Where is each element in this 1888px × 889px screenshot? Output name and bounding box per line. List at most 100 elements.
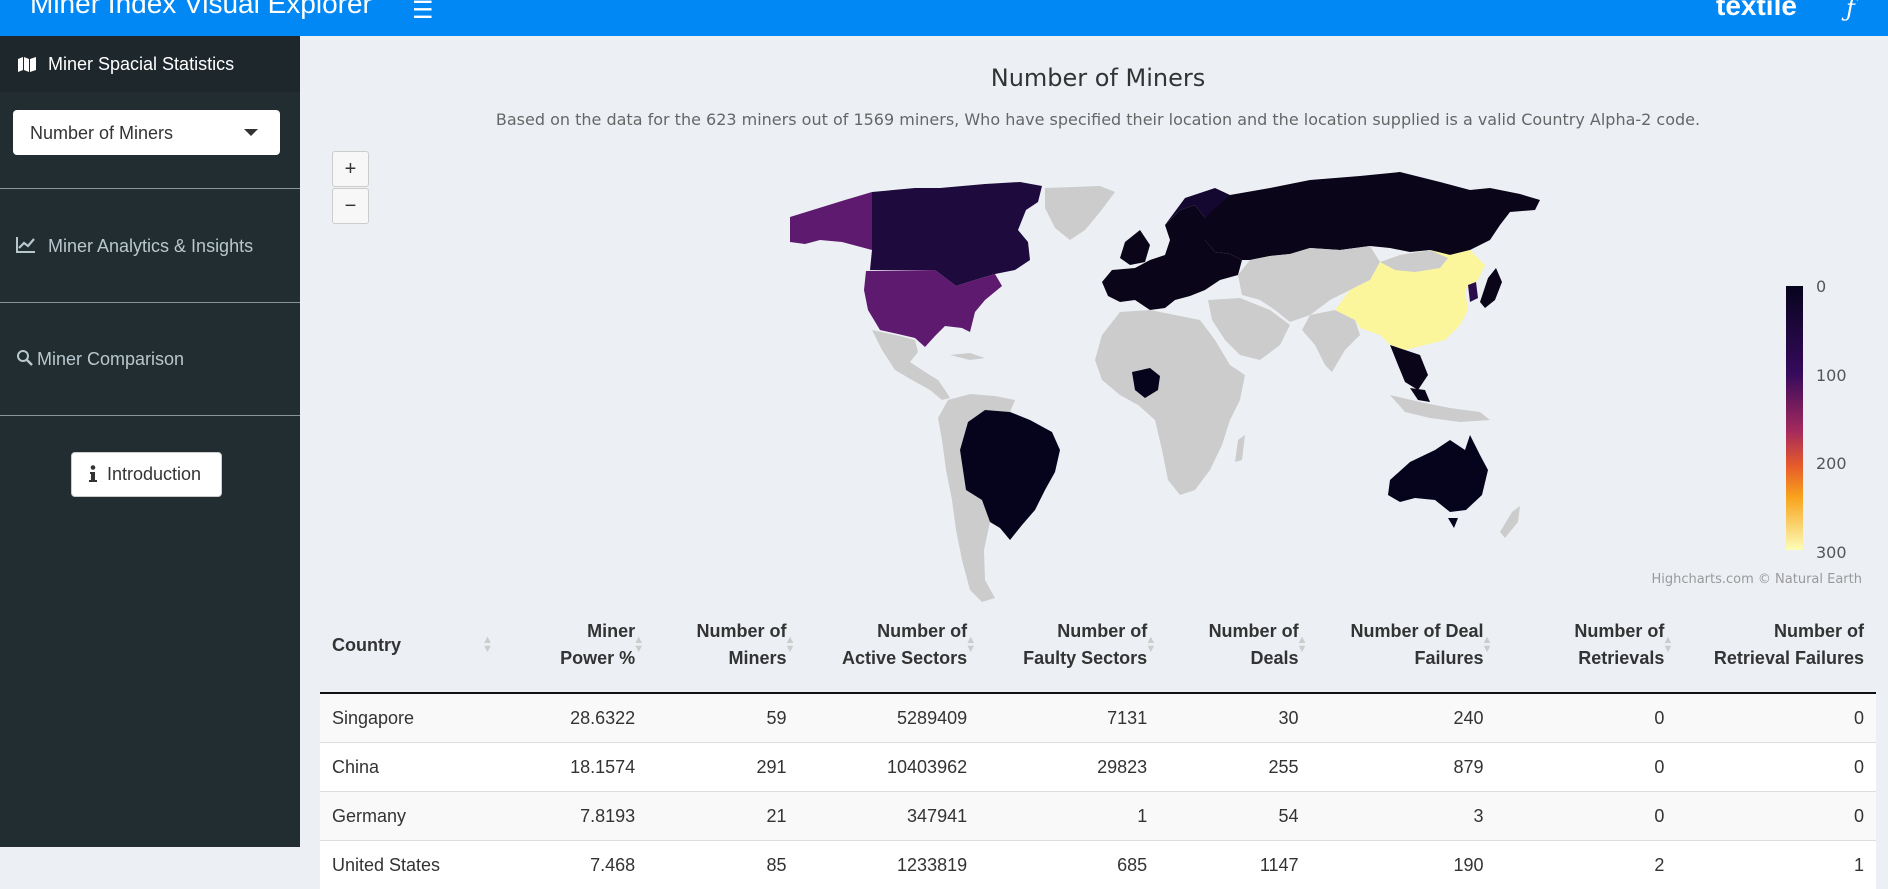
legend-tick: 300 bbox=[1816, 543, 1847, 562]
cell-deals: 255 bbox=[1159, 743, 1310, 792]
color-legend-bar bbox=[1786, 286, 1803, 550]
sort-icon: ▲▼ bbox=[1145, 636, 1156, 654]
table-row[interactable]: Germany 7.8193 21 347941 1 54 3 0 0 bbox=[320, 792, 1876, 841]
map-country-indonesia bbox=[1390, 395, 1490, 422]
cell-deals: 54 bbox=[1159, 792, 1310, 841]
cell-miners: 291 bbox=[647, 743, 798, 792]
cell-retrievals: 0 bbox=[1495, 792, 1676, 841]
cell-retrieval-failures: 0 bbox=[1676, 693, 1876, 743]
sidebar-divider bbox=[0, 415, 300, 416]
sidebar: Miner Spacial Statistics Number of Miner… bbox=[0, 36, 300, 847]
map-country-korea bbox=[1468, 282, 1478, 302]
map-country-southeast-asia bbox=[1390, 345, 1428, 390]
cell-miners: 85 bbox=[647, 841, 798, 889]
introduction-button-label: Introduction bbox=[107, 464, 201, 485]
cell-retrievals: 0 bbox=[1495, 743, 1676, 792]
cell-power: 18.1574 bbox=[496, 743, 647, 792]
map-country-australia bbox=[1388, 435, 1488, 512]
cell-retrieval-failures: 0 bbox=[1676, 743, 1876, 792]
cell-active-sectors: 347941 bbox=[799, 792, 980, 841]
info-icon bbox=[88, 465, 98, 488]
cell-active-sectors: 5289409 bbox=[799, 693, 980, 743]
world-map[interactable] bbox=[590, 150, 1790, 610]
sort-icon: ▲▼ bbox=[1297, 636, 1308, 654]
sort-icon: ▲▼ bbox=[633, 636, 644, 654]
chart-title: Number of Miners bbox=[300, 64, 1888, 92]
cell-faulty-sectors: 7131 bbox=[979, 693, 1159, 743]
cell-deal-failures: 240 bbox=[1311, 693, 1496, 743]
cell-active-sectors: 1233819 bbox=[799, 841, 980, 889]
column-header-country[interactable]: Country▲▼ bbox=[320, 598, 496, 693]
cell-power: 7.8193 bbox=[496, 792, 647, 841]
map-country-tasmania bbox=[1448, 518, 1458, 528]
cell-country: Germany bbox=[320, 792, 496, 841]
map-country-caribbean bbox=[950, 353, 985, 360]
sidebar-item-miner-spacial-statistics[interactable]: Miner Spacial Statistics bbox=[0, 36, 300, 92]
map-country-canada bbox=[870, 182, 1042, 286]
chevron-down-icon bbox=[244, 129, 258, 136]
cell-retrieval-failures: 1 bbox=[1676, 841, 1876, 889]
cell-retrievals: 2 bbox=[1495, 841, 1676, 889]
table-row[interactable]: United States 7.468 85 1233819 685 1147 … bbox=[320, 841, 1876, 889]
app-title: Miner Index Visual Explorer bbox=[30, 0, 372, 20]
cell-retrievals: 0 bbox=[1495, 693, 1676, 743]
sidebar-item-analytics[interactable]: Miner Analytics & Insights bbox=[0, 226, 300, 266]
zoom-in-button[interactable]: + bbox=[332, 151, 369, 187]
map-country-western-europe bbox=[1120, 230, 1150, 265]
cell-active-sectors: 10403962 bbox=[799, 743, 980, 792]
map-country-new-zealand bbox=[1500, 506, 1520, 538]
map-country-russia bbox=[1205, 172, 1540, 260]
cell-country: United States bbox=[320, 841, 496, 889]
introduction-button[interactable]: Introduction bbox=[71, 452, 222, 497]
chart-credits[interactable]: Highcharts.com © Natural Earth bbox=[1651, 572, 1862, 587]
metric-select[interactable]: Number of Miners bbox=[13, 110, 280, 155]
sort-icon: ▲▼ bbox=[785, 636, 796, 654]
brand-logo[interactable]: textile bbox=[1716, 0, 1797, 22]
map-icon bbox=[17, 55, 37, 77]
metric-select-value: Number of Miners bbox=[30, 123, 173, 144]
cell-power: 28.6322 bbox=[496, 693, 647, 743]
sort-icon: ▲▼ bbox=[1662, 636, 1673, 654]
sort-icon: ▲▼ bbox=[1482, 636, 1493, 654]
cell-deal-failures: 190 bbox=[1311, 841, 1496, 889]
main-content: Number of Miners Based on the data for t… bbox=[300, 36, 1888, 847]
filecoin-icon[interactable]: ƒ bbox=[1846, 0, 1855, 22]
legend-tick: 100 bbox=[1816, 366, 1847, 385]
map-country-japan bbox=[1480, 268, 1502, 308]
map-country-africa bbox=[1095, 310, 1245, 495]
chart-subtitle: Based on the data for the 623 miners out… bbox=[300, 110, 1888, 129]
map-country-greenland bbox=[1045, 186, 1115, 240]
sidebar-divider bbox=[0, 302, 300, 303]
zoom-out-button[interactable]: − bbox=[332, 188, 369, 224]
map-country-mexico bbox=[872, 330, 950, 400]
table-row[interactable]: Singapore 28.6322 59 5289409 7131 30 240… bbox=[320, 693, 1876, 743]
cell-deal-failures: 3 bbox=[1311, 792, 1496, 841]
cell-power: 7.468 bbox=[496, 841, 647, 889]
line-chart-icon bbox=[16, 236, 36, 259]
sidebar-divider bbox=[0, 188, 300, 189]
cell-deals: 1147 bbox=[1159, 841, 1310, 889]
cell-country: China bbox=[320, 743, 496, 792]
cell-retrieval-failures: 0 bbox=[1676, 792, 1876, 841]
hamburger-icon[interactable]: ☰ bbox=[412, 0, 434, 25]
sidebar-item-label: Miner Analytics & Insights bbox=[48, 236, 253, 257]
sidebar-item-comparison[interactable]: Miner Comparison bbox=[0, 339, 300, 379]
map-country-malaysia bbox=[1410, 388, 1430, 402]
cell-faulty-sectors: 29823 bbox=[979, 743, 1159, 792]
cell-deal-failures: 879 bbox=[1311, 743, 1496, 792]
table-row[interactable]: China 18.1574 291 10403962 29823 255 879… bbox=[320, 743, 1876, 792]
sidebar-section-title: Miner Spacial Statistics bbox=[48, 54, 234, 75]
cell-miners: 59 bbox=[647, 693, 798, 743]
cell-faulty-sectors: 685 bbox=[979, 841, 1159, 889]
sort-icon: ▲▼ bbox=[482, 636, 493, 654]
legend-tick: 200 bbox=[1816, 454, 1847, 473]
